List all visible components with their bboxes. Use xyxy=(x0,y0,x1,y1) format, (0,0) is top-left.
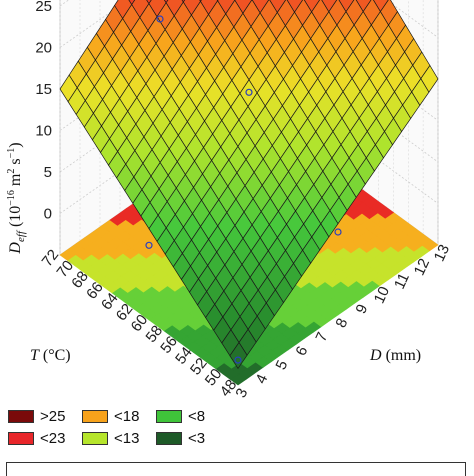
D-tick-label: 8 xyxy=(332,316,351,331)
D-tick-label: 3 xyxy=(232,386,251,400)
D-tick-label: 4 xyxy=(252,372,271,387)
D-tick-label: 5 xyxy=(272,358,291,373)
z-tick-label: 25 xyxy=(35,0,52,15)
legend-swatch xyxy=(8,410,34,423)
legend-label: <23 xyxy=(40,430,65,447)
z-tick-label: 5 xyxy=(44,164,52,181)
legend-label: >25 xyxy=(40,408,65,425)
D-tick-label: 6 xyxy=(292,344,311,359)
d-axis-label: D (mm) xyxy=(369,347,421,364)
D-tick-label: 9 xyxy=(352,302,371,317)
legend-label: <3 xyxy=(188,430,205,447)
legend-swatch xyxy=(8,432,34,445)
D-tick-label: 7 xyxy=(312,330,331,345)
t-axis-label: T (°C) xyxy=(30,347,71,364)
legend-swatch xyxy=(82,432,108,445)
z-tick-label: 15 xyxy=(35,81,52,98)
legend-label: <18 xyxy=(114,408,139,425)
legend-swatch xyxy=(156,432,182,445)
legend-label: <13 xyxy=(114,430,139,447)
legend-swatch xyxy=(156,410,182,423)
y-axis-label: Deff (10−16 m2 s−1) xyxy=(6,142,27,254)
legend-label: <8 xyxy=(188,408,205,425)
z-tick-label: 10 xyxy=(35,123,52,140)
z-tick-label: 0 xyxy=(44,206,52,223)
z-tick-label: 20 xyxy=(35,40,52,57)
surface-plot: 0510152025303548505254565860626466687072… xyxy=(0,0,474,400)
legend-swatch xyxy=(82,410,108,423)
